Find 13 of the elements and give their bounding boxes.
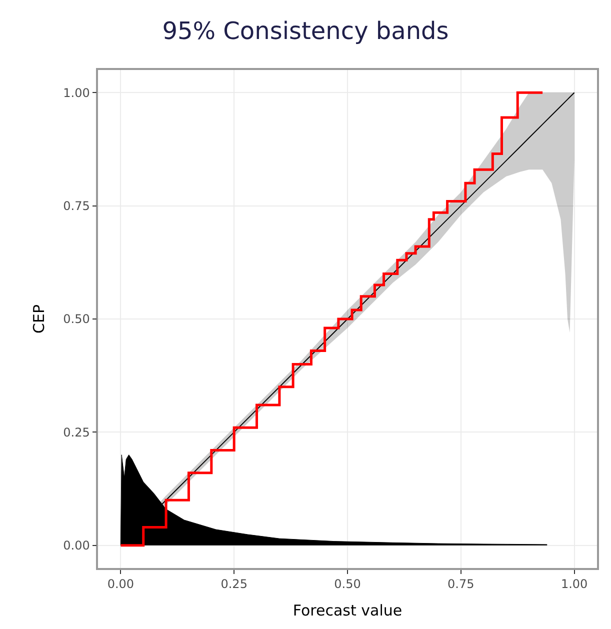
x-tick-label: 1.00 xyxy=(560,577,588,592)
y-tick-label: 1.00 xyxy=(63,86,90,100)
x-tick-label: 0.75 xyxy=(448,577,474,592)
y-tick-label: 0.50 xyxy=(63,312,90,326)
chart-title: 95% Consistency bands xyxy=(162,16,449,45)
x-tick-label: 0.25 xyxy=(220,577,248,592)
y-tick-label: 0.25 xyxy=(63,425,90,440)
x-axis-title: Forecast value xyxy=(292,602,402,620)
x-tick-label: 0.00 xyxy=(107,577,134,592)
y-tick-label: 0.00 xyxy=(63,538,90,553)
y-axis-title: CEP xyxy=(30,304,48,334)
x-tick-label: 0.50 xyxy=(334,577,361,592)
y-tick-label: 0.75 xyxy=(63,199,90,214)
